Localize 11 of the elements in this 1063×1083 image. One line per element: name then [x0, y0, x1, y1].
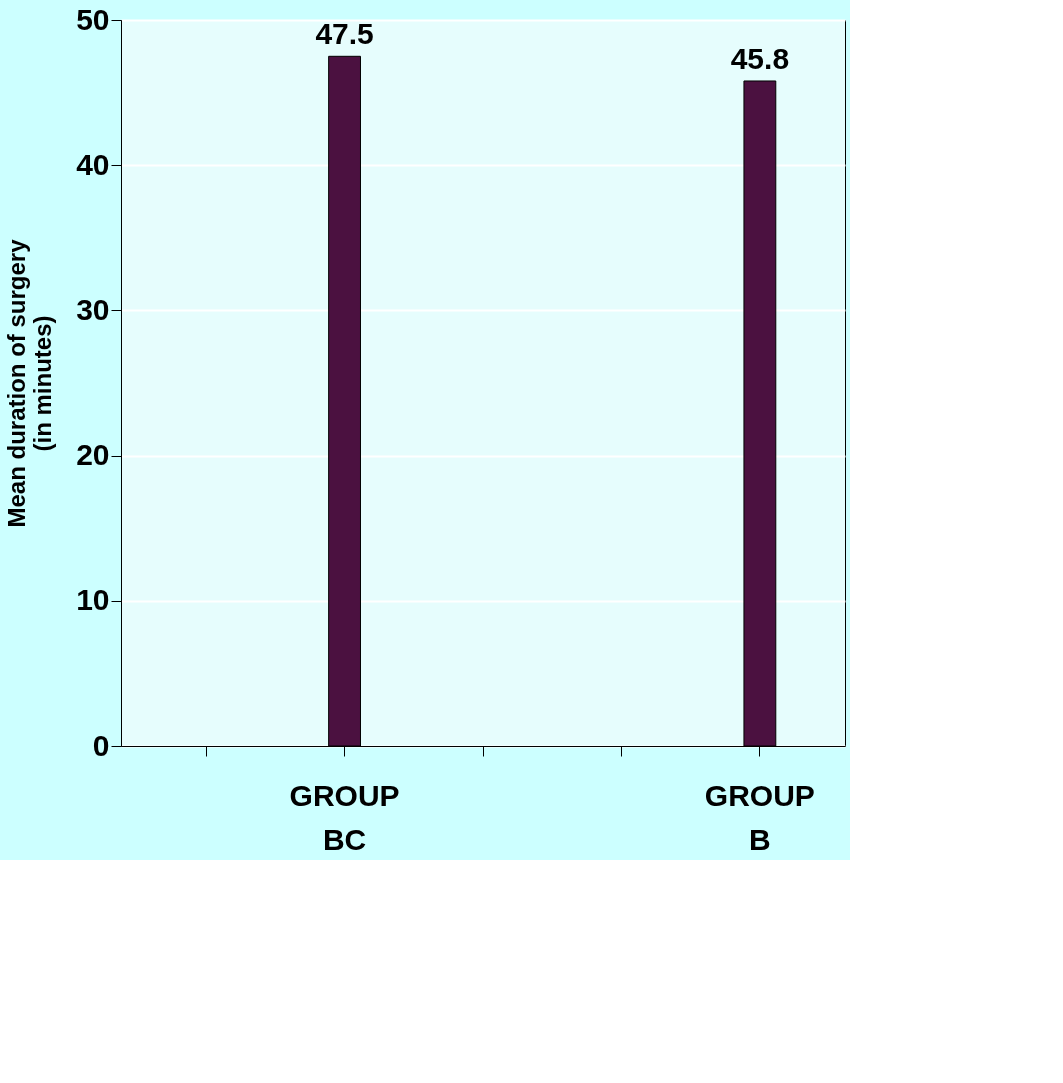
y-tick-label: 20 [76, 438, 110, 472]
x-tick-label: GROUP B [704, 778, 815, 856]
y-tick-label: 30 [76, 292, 110, 326]
y-axis-title: Mean duration of surgery (in minutes) [3, 238, 57, 528]
y-tick-label: 0 [92, 728, 110, 762]
y-tick-label: 40 [76, 147, 110, 181]
data-label: 47.5 [315, 17, 374, 51]
y-tick-label: 10 [76, 583, 110, 617]
x-tick-label: GROUP BC [289, 778, 400, 856]
y-tick-label: 50 [76, 2, 110, 36]
data-label: 45.8 [730, 41, 790, 75]
